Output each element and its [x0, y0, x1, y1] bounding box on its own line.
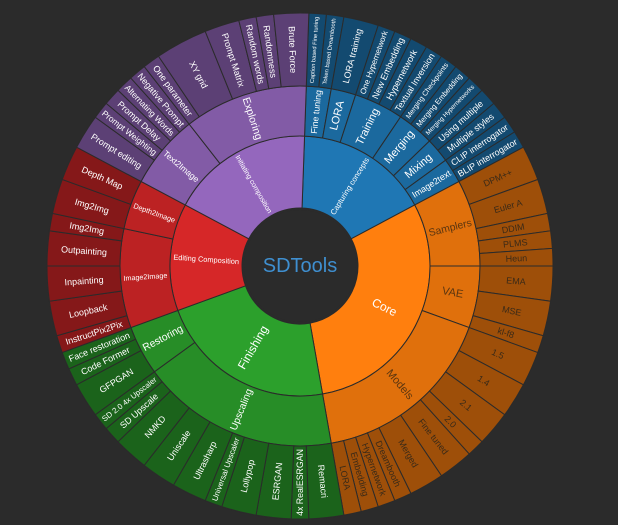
label-outpainting: Outpainting	[61, 244, 108, 257]
sunburst-arcs	[46, 12, 554, 520]
label-inpainting: Inpainting	[64, 275, 104, 288]
label-4x-realesrgan: 4x RealESRGAN	[295, 449, 305, 516]
label-remacri: Remacri	[316, 464, 329, 498]
label-esrgan: ESRGAN	[270, 462, 284, 501]
sector-brute-force[interactable]	[273, 12, 310, 88]
label-lora: LORA	[338, 465, 353, 491]
center-label: SDTools	[263, 255, 337, 277]
label-ddim: DDIM	[501, 222, 525, 236]
label-1-5: 1.5	[490, 347, 506, 361]
label-brute-force: Brute Force	[287, 26, 299, 73]
center-circle[interactable]	[244, 210, 356, 322]
label-mse: MSE	[501, 304, 522, 318]
label-plms: PLMS	[503, 237, 528, 250]
label-vae: VAE	[441, 285, 464, 301]
label-caption-based-fine-tuning: Caption based Fine tuning	[310, 17, 321, 84]
label-fine-tuning: Fine tuning	[309, 89, 324, 134]
label-image2image: Image2Image	[123, 271, 167, 283]
label-heun: Heun	[505, 253, 527, 264]
label-ema: EMA	[506, 275, 526, 286]
